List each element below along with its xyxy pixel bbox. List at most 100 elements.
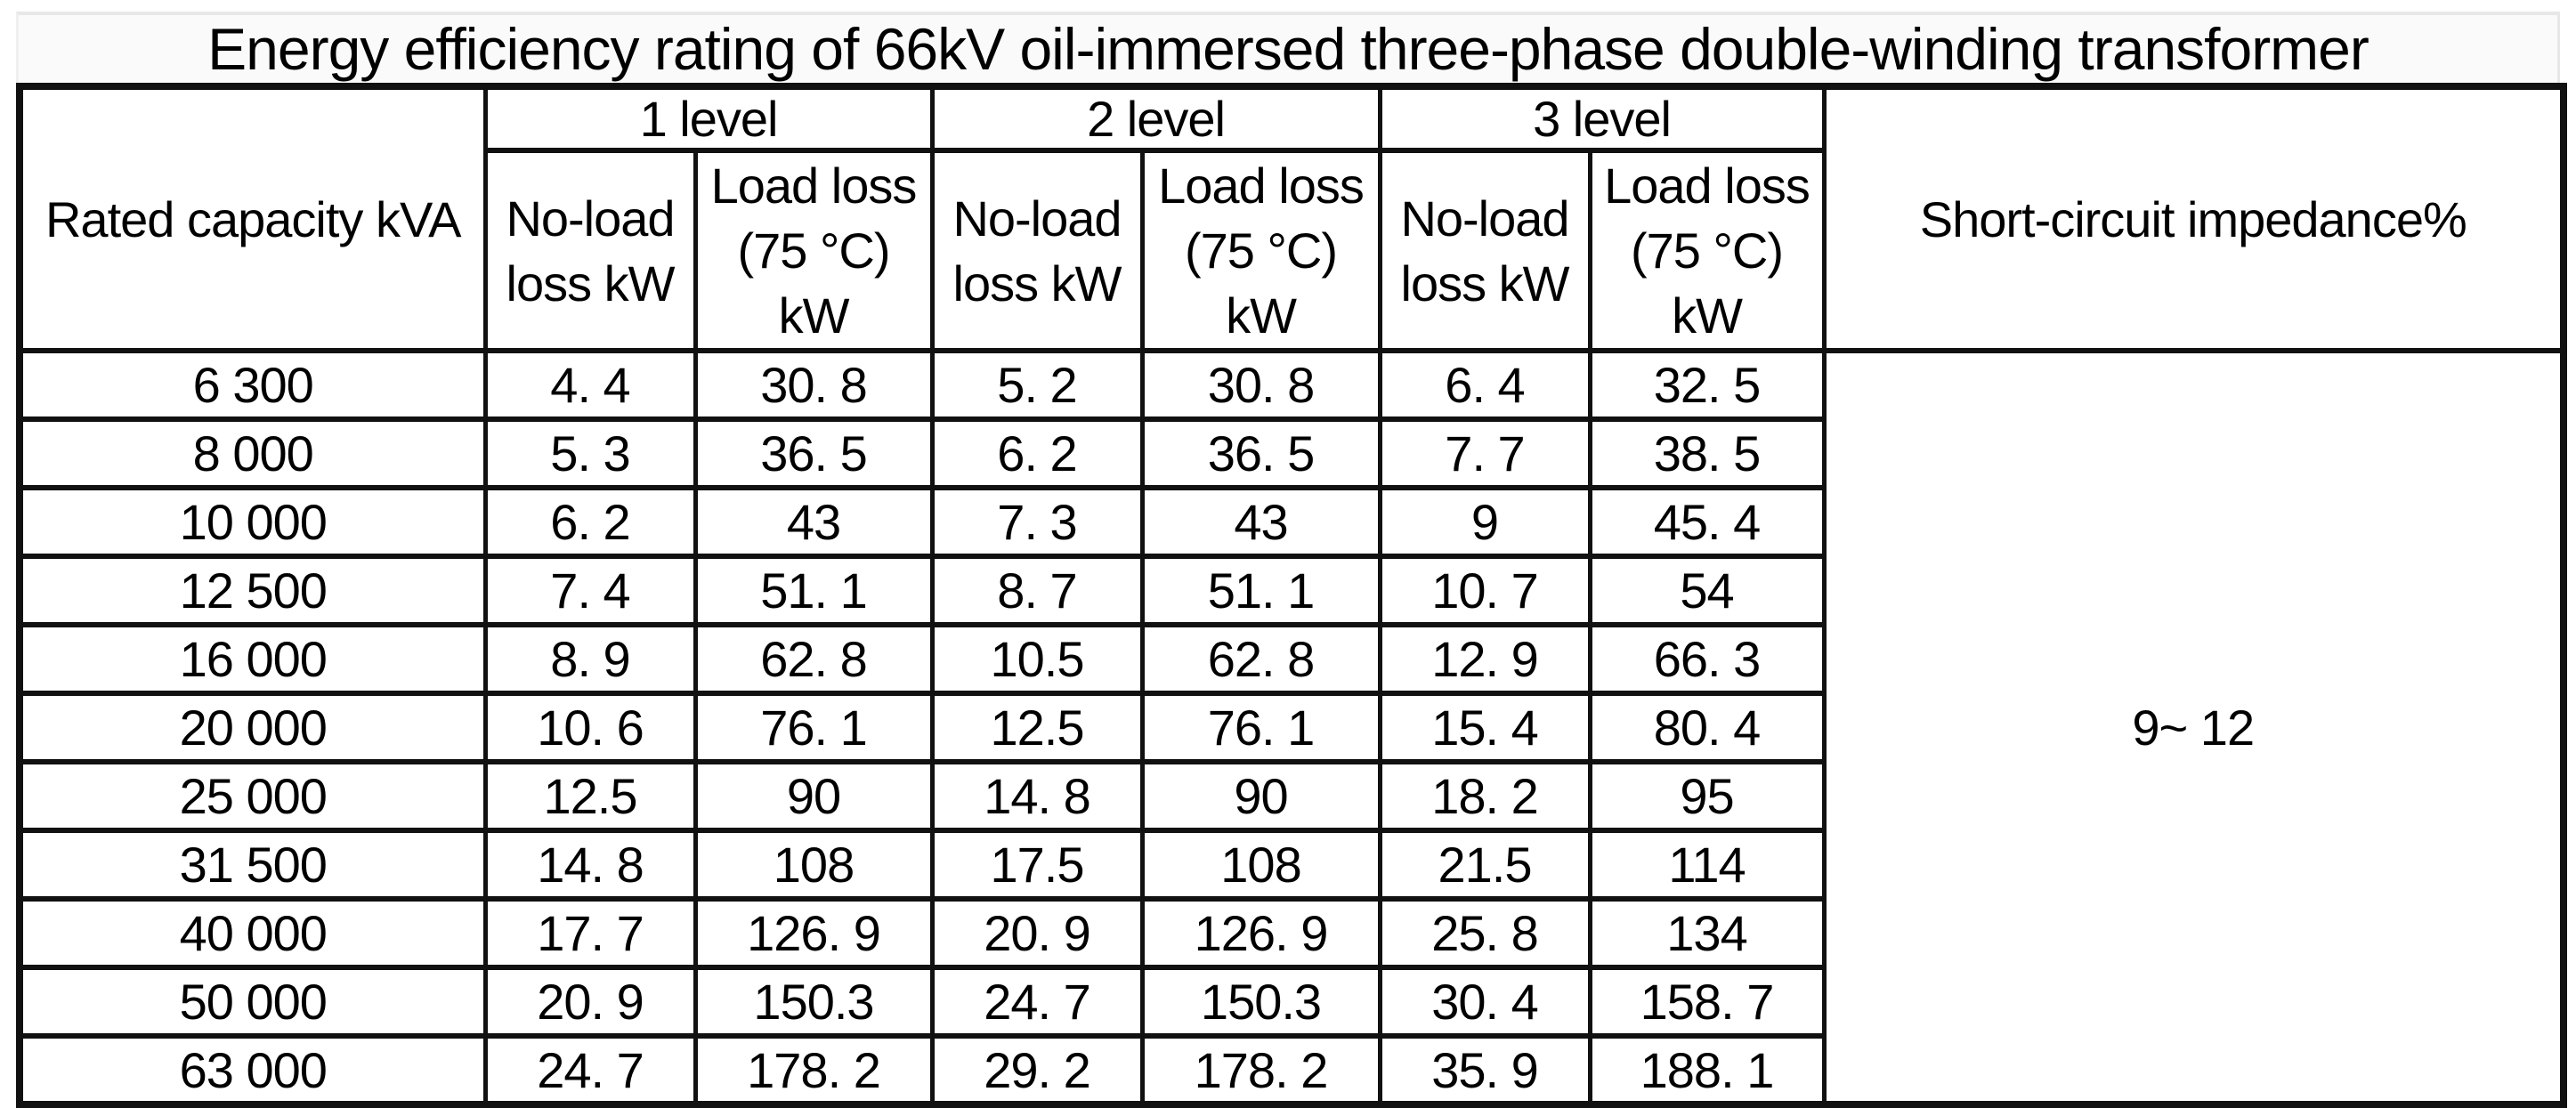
value-cell: 62. 8 (693, 622, 935, 696)
value-cell: 150.3 (1139, 965, 1382, 1039)
value-cell: 45. 4 (1587, 485, 1827, 559)
value-cell: 66. 3 (1587, 622, 1827, 696)
value-cell: 90 (1139, 759, 1382, 833)
value-cell: 30. 8 (1139, 348, 1382, 422)
value-cell: 15. 4 (1377, 691, 1592, 764)
header-no-load-loss-level3: No-load loss kW (1377, 148, 1592, 353)
impedance-value-cell: 9~ 12 (1821, 348, 2566, 1107)
value-cell: 62. 8 (1139, 622, 1382, 696)
header-load-loss-level1: Load loss (75 °C) kW (693, 148, 935, 353)
value-cell: 178. 2 (693, 1033, 935, 1107)
value-cell: 6. 4 (1377, 348, 1592, 422)
value-cell: 18. 2 (1377, 759, 1592, 833)
header-row-measures: No-load loss kW Load loss (75 °C) kW No-… (20, 148, 2564, 353)
table-row: 16 000 8. 9 62. 8 10.5 62. 8 12. 9 66. 3 (17, 622, 2564, 696)
value-cell: 21.5 (1377, 828, 1592, 902)
value-cell: 150.3 (693, 965, 935, 1039)
table-row: 12 500 7. 4 51. 1 8. 7 51. 1 10. 7 54 (17, 554, 2564, 627)
header-level-2: 2 level (929, 84, 1382, 153)
header-no-load-loss-level2: No-load loss kW (929, 148, 1145, 353)
header-row-levels: Rated capacity kVA 1 level 2 level 3 lev… (17, 84, 2566, 353)
value-cell: 114 (1587, 828, 1827, 902)
value-cell: 126. 9 (693, 896, 935, 970)
table-header: Rated capacity kVA 1 level 2 level 3 lev… (17, 84, 2566, 353)
capacity-cell: 31 500 (17, 828, 488, 902)
table-row: 6 300 4. 4 30. 8 5. 2 30. 8 6. 4 32. 5 9~ 12 (17, 348, 2566, 1107)
value-cell: 126. 9 (1139, 896, 1382, 970)
value-cell: 10. 7 (1377, 554, 1592, 627)
value-cell: 108 (693, 828, 935, 902)
value-cell: 43 (693, 485, 935, 559)
value-cell: 17. 7 (482, 896, 698, 970)
value-cell: 10.5 (929, 622, 1145, 696)
value-cell: 90 (693, 759, 935, 833)
table-row: 40 000 17. 7 126. 9 20. 9 126. 9 25. 8 134 (17, 896, 2564, 970)
value-cell: 14. 8 (929, 759, 1145, 833)
table-row: 8 000 5. 3 36. 5 6. 2 36. 5 7. 7 38. 5 (17, 417, 2564, 490)
value-cell: 80. 4 (1587, 691, 1827, 764)
capacity-cell: 50 000 (17, 965, 488, 1039)
value-cell: 51. 1 (693, 554, 935, 627)
value-cell: 51. 1 (1139, 554, 1382, 627)
table-row: 25 000 12.5 90 14. 8 90 18. 2 95 (17, 759, 2564, 833)
value-cell: 108 (1139, 828, 1382, 902)
value-cell: 12.5 (929, 691, 1145, 764)
table-row: 63 000 24. 7 178. 2 29. 2 178. 2 35. 9 188. 1 (17, 1033, 2564, 1107)
value-cell: 8. 9 (482, 622, 698, 696)
value-cell: 12. 9 (1377, 622, 1592, 696)
value-cell: 20. 9 (482, 965, 698, 1039)
value-cell: 178. 2 (1139, 1033, 1382, 1107)
header-load-loss-level3: Load loss (75 °C) kW (1587, 148, 1827, 353)
value-cell: 20. 9 (929, 896, 1145, 970)
table-row: 20 000 10. 6 76. 1 12.5 76. 1 15. 4 80. 4 (17, 691, 2564, 764)
value-cell: 25. 8 (1377, 896, 1592, 970)
value-cell: 35. 9 (1377, 1033, 1592, 1107)
header-short-circuit-impedance: Short-circuit impedance% (1821, 84, 2566, 353)
value-cell: 54 (1587, 554, 1827, 627)
value-cell: 7. 4 (482, 554, 698, 627)
value-cell: 43 (1139, 485, 1382, 559)
capacity-cell: 6 300 (17, 348, 488, 422)
value-cell: 14. 8 (482, 828, 698, 902)
value-cell: 24. 7 (482, 1033, 698, 1107)
value-cell: 7. 7 (1377, 417, 1592, 490)
header-load-loss-level2: Load loss (75 °C) kW (1139, 148, 1382, 353)
header-no-load-loss-level1: No-load loss kW (482, 148, 698, 353)
value-cell: 12.5 (482, 759, 698, 833)
capacity-cell: 10 000 (17, 485, 488, 559)
table-row: 50 000 20. 9 150.3 24. 7 150.3 30. 4 158. 7 (17, 965, 2564, 1039)
value-cell: 32. 5 (1587, 348, 1827, 422)
capacity-cell: 8 000 (17, 417, 488, 490)
value-cell: 36. 5 (693, 417, 935, 490)
table-body: 6 300 4. 4 30. 8 5. 2 30. 8 6. 4 32. 5 9~ 12 8 0… (17, 348, 2566, 1107)
value-cell: 134 (1587, 896, 1827, 970)
value-cell: 6. 2 (929, 417, 1145, 490)
capacity-cell: 12 500 (17, 554, 488, 627)
capacity-cell: 16 000 (17, 622, 488, 696)
value-cell: 188. 1 (1587, 1033, 1827, 1107)
table-row: 10 000 6. 2 43 7. 3 43 9 45. 4 (17, 485, 2564, 559)
value-cell: 30. 8 (693, 348, 935, 422)
value-cell: 76. 1 (693, 691, 935, 764)
value-cell: 5. 2 (929, 348, 1145, 422)
value-cell: 6. 2 (482, 485, 698, 559)
value-cell: 24. 7 (929, 965, 1145, 1039)
capacity-cell: 20 000 (17, 691, 488, 764)
header-level-1: 1 level (482, 84, 935, 153)
value-cell: 7. 3 (929, 485, 1145, 559)
table-title: Energy efficiency rating of 66kV oil-imm… (16, 12, 2560, 83)
value-cell: 4. 4 (482, 348, 698, 422)
transformer-rating-sheet: Energy efficiency rating of 66kV oil-imm… (16, 12, 2567, 1108)
efficiency-table: Rated capacity kVA 1 level 2 level 3 lev… (16, 83, 2567, 1108)
header-level-3: 3 level (1377, 84, 1827, 153)
capacity-cell: 63 000 (17, 1033, 488, 1107)
capacity-cell: 40 000 (17, 896, 488, 970)
value-cell: 76. 1 (1139, 691, 1382, 764)
table-row: 31 500 14. 8 108 17.5 108 21.5 114 (17, 828, 2564, 902)
value-cell: 17.5 (929, 828, 1145, 902)
value-cell: 9 (1377, 485, 1592, 559)
value-cell: 29. 2 (929, 1033, 1145, 1107)
value-cell: 5. 3 (482, 417, 698, 490)
value-cell: 36. 5 (1139, 417, 1382, 490)
